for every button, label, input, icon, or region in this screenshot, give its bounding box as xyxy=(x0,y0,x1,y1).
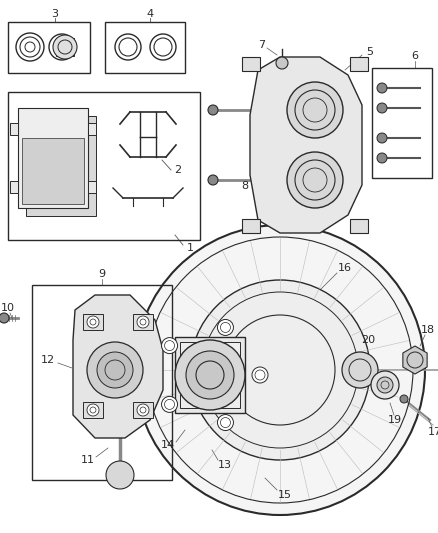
Bar xyxy=(56,38,74,56)
Text: 16: 16 xyxy=(338,263,352,273)
Bar xyxy=(350,57,368,71)
Text: 6: 6 xyxy=(411,51,418,61)
Circle shape xyxy=(342,352,378,388)
Circle shape xyxy=(377,153,387,163)
Bar xyxy=(350,219,368,233)
Text: 12: 12 xyxy=(41,355,55,365)
Text: 14: 14 xyxy=(161,440,175,450)
Circle shape xyxy=(87,316,99,328)
Text: 13: 13 xyxy=(218,460,232,470)
Circle shape xyxy=(162,337,177,353)
Bar xyxy=(242,57,260,71)
Circle shape xyxy=(97,352,133,388)
Circle shape xyxy=(252,367,268,383)
Bar xyxy=(83,314,103,330)
Bar xyxy=(32,285,172,480)
Circle shape xyxy=(377,133,387,143)
Bar xyxy=(242,219,260,233)
Text: 20: 20 xyxy=(361,335,375,345)
Circle shape xyxy=(377,103,387,113)
Text: 18: 18 xyxy=(421,325,435,335)
Bar xyxy=(180,342,240,408)
Circle shape xyxy=(137,316,149,328)
Text: 4: 4 xyxy=(146,9,154,19)
Text: 5: 5 xyxy=(367,47,374,57)
Polygon shape xyxy=(250,57,362,233)
Text: 10: 10 xyxy=(1,303,15,313)
Circle shape xyxy=(162,397,177,413)
Circle shape xyxy=(0,313,9,323)
Text: 19: 19 xyxy=(388,415,402,425)
Circle shape xyxy=(276,57,288,69)
Circle shape xyxy=(175,340,245,410)
Bar xyxy=(133,314,153,330)
Circle shape xyxy=(217,319,233,335)
Text: 11: 11 xyxy=(81,455,95,465)
Circle shape xyxy=(287,152,343,208)
Bar xyxy=(133,402,153,418)
Circle shape xyxy=(287,82,343,138)
Bar xyxy=(88,123,96,135)
Polygon shape xyxy=(22,138,84,204)
Circle shape xyxy=(87,404,99,416)
Circle shape xyxy=(135,225,425,515)
Circle shape xyxy=(53,35,77,59)
Bar xyxy=(175,337,245,413)
Circle shape xyxy=(371,371,399,399)
Circle shape xyxy=(208,175,218,185)
Text: 17: 17 xyxy=(428,427,438,437)
Bar xyxy=(88,181,96,193)
Circle shape xyxy=(400,395,408,403)
Polygon shape xyxy=(73,295,163,438)
Bar xyxy=(105,22,185,73)
Text: 15: 15 xyxy=(278,490,292,500)
Bar xyxy=(8,92,200,240)
Bar xyxy=(8,22,90,73)
Bar xyxy=(10,123,18,135)
Text: 3: 3 xyxy=(52,9,59,19)
Circle shape xyxy=(106,461,134,489)
Bar xyxy=(10,181,18,193)
Circle shape xyxy=(87,342,143,398)
Bar xyxy=(372,68,432,178)
Polygon shape xyxy=(18,108,88,208)
Circle shape xyxy=(186,351,234,399)
Circle shape xyxy=(217,415,233,431)
Circle shape xyxy=(377,83,387,93)
Circle shape xyxy=(137,404,149,416)
Circle shape xyxy=(190,280,370,460)
Circle shape xyxy=(208,105,218,115)
Text: 9: 9 xyxy=(99,269,106,279)
Circle shape xyxy=(377,377,393,393)
Text: 1: 1 xyxy=(187,243,194,253)
Bar xyxy=(83,402,103,418)
Text: 8: 8 xyxy=(241,181,248,191)
Text: 7: 7 xyxy=(258,40,265,50)
Polygon shape xyxy=(26,116,96,216)
Text: 2: 2 xyxy=(174,165,182,175)
Polygon shape xyxy=(403,346,427,374)
